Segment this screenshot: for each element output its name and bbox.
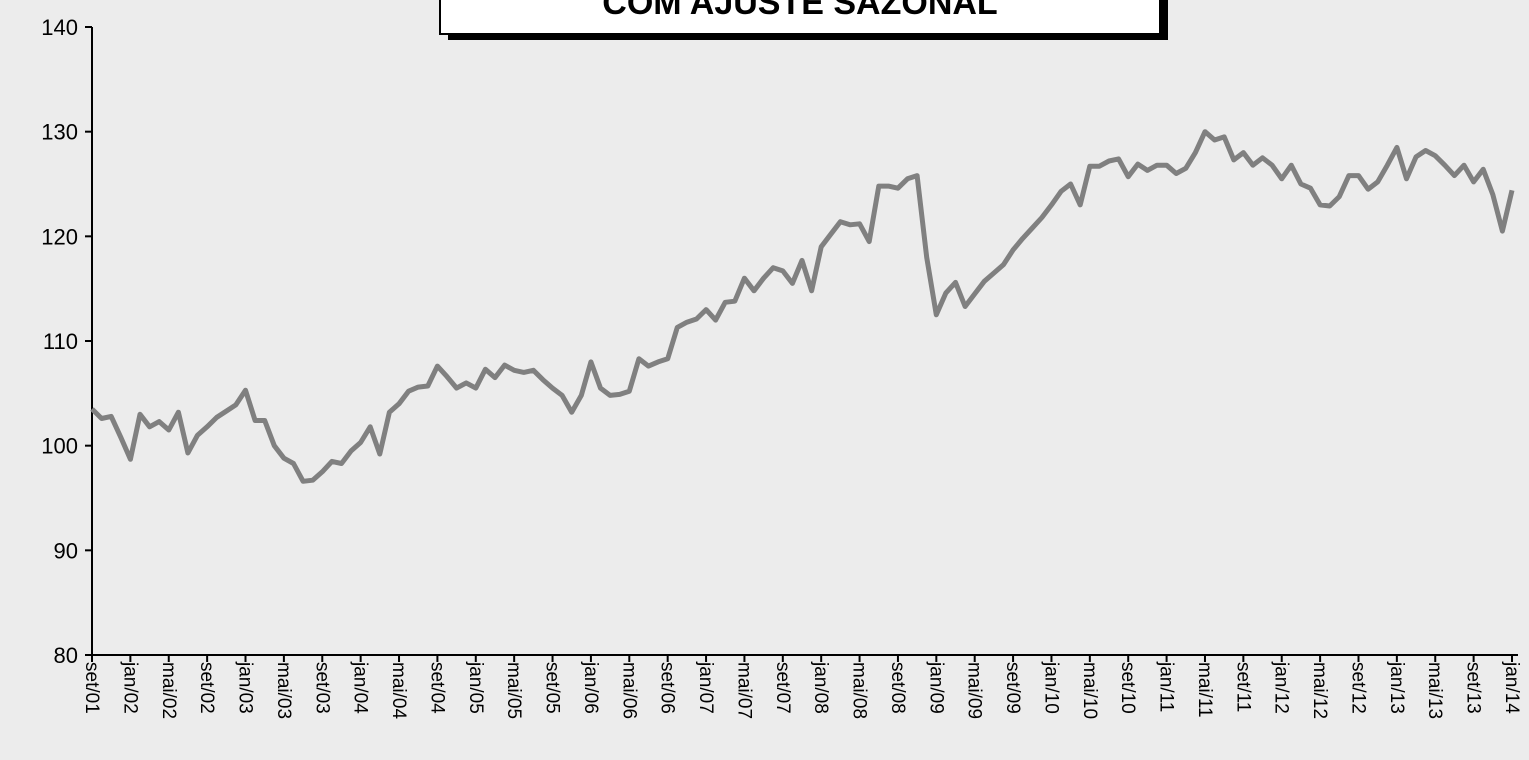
x-tick-label: jan/14 <box>1501 661 1522 714</box>
title-box <box>439 0 1161 35</box>
x-tick-label: set/10 <box>1117 662 1138 714</box>
x-tick-label: mai/08 <box>849 662 870 719</box>
x-tick-label: set/08 <box>887 662 908 714</box>
x-tick-label: jan/05 <box>465 661 486 714</box>
y-tick-label: 120 <box>41 224 78 249</box>
y-tick-label: 130 <box>41 120 78 145</box>
x-tick-label: set/03 <box>311 662 332 714</box>
x-tick-label: set/12 <box>1347 662 1368 714</box>
data-line <box>90 129 1515 484</box>
x-tick-label: set/11 <box>1232 662 1253 712</box>
x-tick-label: set/04 <box>426 662 447 714</box>
x-tick-label: set/01 <box>81 662 102 714</box>
x-tick-label: mai/07 <box>733 662 754 719</box>
y-tick-label: 90 <box>54 538 78 563</box>
y-tick-label: 80 <box>54 643 78 668</box>
x-tick-label: jan/10 <box>1040 661 1061 714</box>
x-tick-label: jan/03 <box>235 661 256 714</box>
x-tick-label: jan/02 <box>119 661 140 714</box>
x-tick-label: set/02 <box>196 662 217 714</box>
y-tick-label: 110 <box>43 329 78 354</box>
y-tick-label: 140 <box>41 15 78 40</box>
x-tick-label: mai/10 <box>1079 662 1100 719</box>
x-tick-label: jan/11 <box>1156 661 1177 712</box>
x-tick-label: jan/06 <box>580 661 601 714</box>
x-tick-label: jan/08 <box>810 661 831 714</box>
y-tick-label: 100 <box>41 434 78 459</box>
x-tick-label: mai/05 <box>503 662 524 719</box>
x-tick-label: jan/13 <box>1386 661 1407 714</box>
chart-title: COM AJUSTE SAZONAL <box>602 0 997 22</box>
x-tick-label: mai/06 <box>618 662 639 719</box>
x-tick-label: mai/13 <box>1424 662 1445 719</box>
x-tick-label: mai/03 <box>273 662 294 719</box>
x-tick-label: jan/09 <box>925 661 946 714</box>
x-tick-label: set/05 <box>542 662 563 714</box>
x-tick-label: jan/07 <box>695 661 716 714</box>
x-tick-label: mai/11 <box>1194 662 1215 718</box>
x-tick-label: set/07 <box>772 662 793 714</box>
x-tick-label: mai/12 <box>1309 662 1330 719</box>
x-tick-label: mai/04 <box>388 662 409 719</box>
x-tick-label: set/09 <box>1002 662 1023 714</box>
x-tick-label: jan/12 <box>1271 661 1292 714</box>
x-tick-label: mai/09 <box>964 662 985 719</box>
x-tick-label: jan/04 <box>350 661 371 714</box>
x-tick-label: set/06 <box>657 662 678 714</box>
x-tick-label: mai/02 <box>158 662 179 719</box>
x-tick-label: set/13 <box>1463 662 1484 714</box>
